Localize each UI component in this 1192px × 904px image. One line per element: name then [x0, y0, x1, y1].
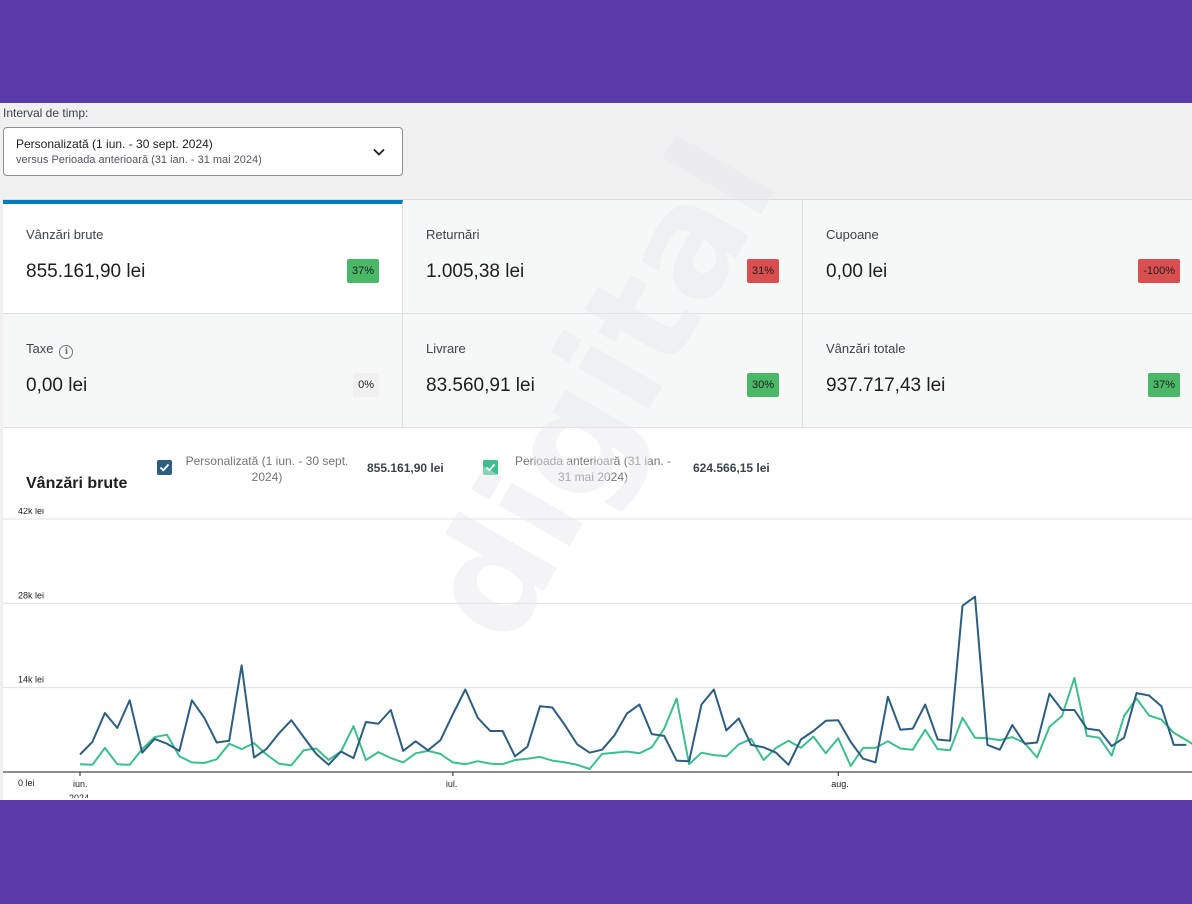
x-tick-sublabel: 2024: [69, 793, 89, 798]
summary-tiles: Vânzări brute 855.161,90 lei 37% Returnă…: [3, 199, 1192, 428]
date-range-primary: Personalizată (1 iun. - 30 sept. 2024): [16, 137, 213, 151]
x-tick-label: iun.: [73, 779, 88, 789]
tile-livrare[interactable]: Livrare 83.560,91 lei 30%: [403, 314, 803, 428]
tile-vanzari-totale[interactable]: Vânzări totale 937.717,43 lei 37%: [803, 314, 1192, 428]
trend-badge: 0%: [353, 373, 379, 397]
tile-cupoane[interactable]: Cupoane 0,00 lei -100%: [803, 200, 1192, 314]
footer-band: [0, 800, 1192, 904]
y-tick-label: 42k lei: [18, 508, 44, 516]
chevron-down-icon: [373, 148, 385, 156]
trend-badge: 37%: [1147, 373, 1180, 397]
legend-label: Perioada anterioară (31 ian. - 31 mai 20…: [514, 454, 672, 484]
y-tick-label: 28k lei: [18, 590, 44, 600]
tile-label-wrap: Taxe i: [26, 341, 74, 359]
tile-taxe[interactable]: Taxe i 0,00 lei 0%: [3, 314, 403, 428]
tile-value: 1.005,38 lei: [426, 261, 525, 282]
tile-value: 0,00 lei: [26, 375, 88, 396]
legend-item-previous[interactable]: Perioada anterioară (31 ian. - 31 mai 20…: [483, 453, 783, 493]
legend-total: 855.161,90 lei: [367, 461, 444, 475]
tile-value: 0,00 lei: [826, 261, 888, 282]
y-tick-label: 0 lei: [18, 778, 35, 788]
chart-card: Vânzări brute Personalizată (1 iun. - 30…: [3, 427, 1192, 800]
date-range-select[interactable]: Personalizată (1 iun. - 30 sept. 2024) v…: [3, 127, 403, 176]
tile-value: 83.560,91 lei: [426, 375, 535, 396]
tile-label: Cupoane: [826, 227, 879, 242]
trend-badge: -100%: [1138, 259, 1180, 283]
tile-label: Livrare: [426, 341, 466, 356]
tile-label: Taxe: [26, 341, 54, 356]
tile-value: 937.717,43 lei: [826, 375, 946, 396]
legend-total: 624.566,15 lei: [693, 461, 770, 475]
info-icon[interactable]: i: [59, 345, 74, 359]
x-tick-label: aug.: [831, 779, 849, 789]
tile-label: Returnări: [426, 227, 480, 242]
x-tick-label: iul.: [446, 779, 458, 789]
trend-badge: 30%: [746, 373, 779, 397]
header-band: [0, 0, 1192, 103]
series-line-current: [79, 595, 1187, 766]
date-range-secondary: versus Perioada anterioară (31 ian. - 31…: [16, 154, 262, 166]
y-tick-label: 14k lei: [18, 675, 44, 685]
series-line-previous: [79, 677, 1192, 770]
checkbox-icon[interactable]: [157, 460, 172, 475]
tile-label: Vânzări totale: [826, 341, 906, 356]
tile-vanzari-brute[interactable]: Vânzări brute 855.161,90 lei 37%: [3, 200, 403, 314]
trend-badge: 37%: [346, 259, 379, 283]
analytics-panel: Interval de timp: Personalizată (1 iun. …: [0, 103, 1192, 800]
legend-label: Personalizată (1 iun. - 30 sept. 2024): [185, 454, 349, 484]
checkbox-icon[interactable]: [483, 460, 498, 475]
tile-value: 855.161,90 lei: [26, 261, 146, 282]
interval-label: Interval de timp:: [3, 106, 89, 120]
tile-returnari[interactable]: Returnări 1.005,38 lei 31%: [403, 200, 803, 314]
chart-title: Vânzări brute: [26, 475, 128, 492]
tile-label: Vânzări brute: [26, 227, 104, 242]
sales-line-chart[interactable]: 0 lei 14k lei 28k lei 42k lei iun. 2024 iul. au…: [3, 508, 1192, 798]
trend-badge: 31%: [746, 259, 779, 283]
legend-item-current[interactable]: Personalizată (1 iun. - 30 sept. 2024) 8…: [157, 453, 457, 493]
